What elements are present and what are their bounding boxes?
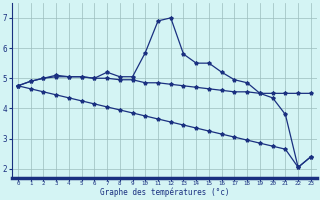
X-axis label: Graphe des températures (°c): Graphe des températures (°c): [100, 188, 229, 197]
